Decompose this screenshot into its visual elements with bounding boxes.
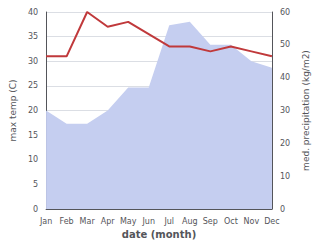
svg-text:May: May — [120, 217, 137, 226]
svg-text:5: 5 — [33, 180, 38, 189]
svg-text:Jun: Jun — [141, 217, 155, 226]
svg-text:35: 35 — [28, 32, 38, 41]
svg-text:Feb: Feb — [60, 217, 74, 226]
svg-text:Mar: Mar — [80, 217, 96, 226]
svg-text:30: 30 — [280, 106, 290, 115]
svg-text:med. precipitation (kg/m2): med. precipitation (kg/m2) — [301, 50, 311, 171]
svg-text:60: 60 — [280, 8, 290, 17]
svg-text:0: 0 — [280, 205, 285, 214]
svg-text:15: 15 — [28, 131, 38, 140]
svg-text:Jul: Jul — [163, 217, 174, 226]
svg-text:max temp (C): max temp (C) — [8, 79, 18, 141]
svg-text:50: 50 — [280, 40, 290, 49]
svg-text:40: 40 — [28, 8, 38, 17]
svg-text:Apr: Apr — [101, 217, 116, 226]
svg-text:10: 10 — [280, 172, 290, 181]
svg-text:20: 20 — [280, 139, 290, 148]
svg-text:Dec: Dec — [264, 217, 279, 226]
svg-text:Nov: Nov — [244, 217, 260, 226]
svg-text:10: 10 — [28, 155, 38, 164]
svg-text:40: 40 — [280, 73, 290, 82]
svg-text:25: 25 — [28, 81, 38, 90]
svg-text:0: 0 — [33, 205, 38, 214]
svg-text:Aug: Aug — [182, 217, 198, 226]
svg-text:Oct: Oct — [224, 217, 238, 226]
svg-text:Jan: Jan — [39, 217, 52, 226]
svg-text:20: 20 — [28, 106, 38, 115]
svg-text:Sep: Sep — [203, 217, 218, 226]
svg-text:date (month): date (month) — [122, 229, 196, 240]
svg-text:30: 30 — [28, 57, 38, 66]
